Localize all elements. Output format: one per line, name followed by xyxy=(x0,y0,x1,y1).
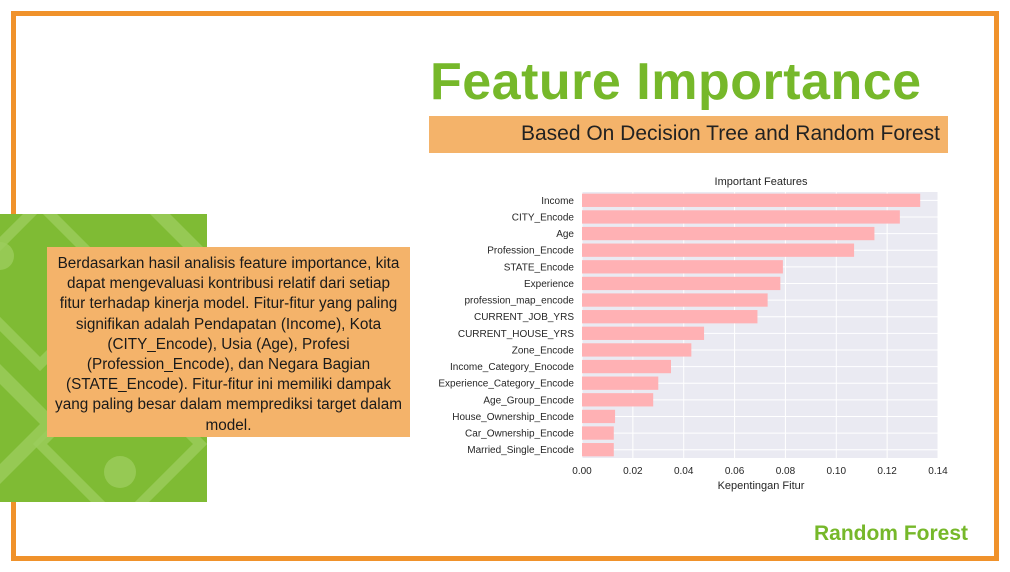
bar-state-encode xyxy=(582,260,783,274)
subtitle-bar: Based On Decision Tree and Random Forest xyxy=(429,116,948,153)
bar-current-house-yrs xyxy=(582,326,705,340)
bar-income xyxy=(582,193,921,207)
y-tick-label: Profession_Encode xyxy=(487,246,574,257)
bar-experience xyxy=(582,276,781,291)
bar-experience-category-encode xyxy=(582,376,659,390)
y-tick-label: Married_Single_Encode xyxy=(467,445,574,456)
x-axis-label: Kepentingan Fitur xyxy=(718,480,805,492)
bar-current-job-yrs xyxy=(582,310,758,324)
slide-title: Feature Importance xyxy=(430,53,922,111)
x-tick-label: 0.14 xyxy=(928,466,948,477)
y-tick-label: Experience_Category_Encode xyxy=(438,379,574,390)
x-tick-label: 0.00 xyxy=(572,466,592,477)
y-tick-label: profession_map_encode xyxy=(464,296,574,307)
x-tick-label: 0.04 xyxy=(674,466,694,477)
x-tick-label: 0.12 xyxy=(877,466,897,477)
x-tick-label: 0.02 xyxy=(623,466,643,477)
y-tick-label: Zone_Encode xyxy=(512,345,575,356)
y-tick-label: CITY_Encode xyxy=(512,212,575,223)
y-tick-label: Income xyxy=(541,196,574,207)
description-text: Berdasarkan hasil analisis feature impor… xyxy=(55,255,402,434)
slide-subtitle: Based On Decision Tree and Random Forest xyxy=(520,122,940,145)
y-tick-label: Car_Ownership_Encode xyxy=(465,429,574,440)
bar-car-ownership-encode xyxy=(582,426,614,440)
bar-age-group-encode xyxy=(582,393,654,407)
bar-income-category-enocode xyxy=(582,359,671,374)
bar-house-ownership-encode xyxy=(582,409,616,424)
bar-profession-encode xyxy=(582,243,855,257)
y-tick-label: CURRENT_HOUSE_YRS xyxy=(458,329,574,340)
feature-importance-chart: Important Features Income CITY_Encode Age P… xyxy=(438,176,948,492)
bar-age xyxy=(582,226,875,241)
y-tick-label: CURRENT_JOB_YRS xyxy=(474,312,574,323)
y-tick-label: Age_Group_Encode xyxy=(483,395,574,406)
x-tick-label: 0.10 xyxy=(827,466,847,477)
y-tick-label: STATE_Encode xyxy=(504,262,575,273)
chart-title: Important Features xyxy=(715,176,808,188)
y-tick-label: Experience xyxy=(524,279,574,290)
bar-city-encode xyxy=(582,210,900,224)
y-tick-label: Income_Category_Enocode xyxy=(450,362,574,373)
y-tick-label: House_Ownership_Encode xyxy=(452,412,574,423)
bar-zone-encode xyxy=(582,343,692,357)
y-tick-label: Age xyxy=(556,229,574,240)
x-tick-label: 0.06 xyxy=(725,466,745,477)
bar-profession-map-encode xyxy=(582,293,768,307)
bar-married-single-encode xyxy=(582,443,614,457)
x-tick-label: 0.08 xyxy=(776,466,796,477)
description-box: Berdasarkan hasil analisis feature impor… xyxy=(47,247,410,437)
footer-label: Random Forest xyxy=(813,522,968,545)
